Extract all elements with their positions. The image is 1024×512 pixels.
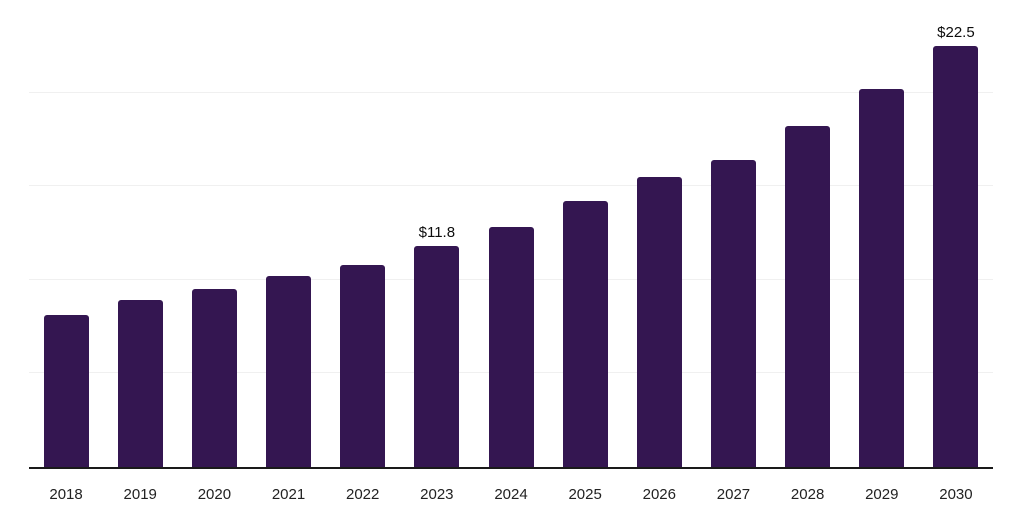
x-axis-label-2028: 2028	[790, 486, 825, 503]
bar-2019	[117, 300, 163, 467]
bar-2030	[933, 45, 979, 467]
bar-2026	[636, 176, 682, 467]
x-axis-label-2020: 2020	[197, 486, 232, 503]
x-axis-label-2025: 2025	[568, 486, 602, 503]
bar-2023	[414, 246, 460, 467]
x-axis-label-2030: 2030	[939, 486, 973, 503]
x-axis-label-2027: 2027	[716, 486, 751, 503]
x-axis: 2018 2019 2020 2021 2022 2023 2024 2025 2026 2027…	[29, 485, 993, 505]
plot-area: $11.8 $22.5	[29, 1, 993, 469]
bar-2029	[859, 88, 905, 467]
bar-2025	[562, 201, 608, 467]
bar-2027	[710, 160, 756, 467]
x-axis-label-2023: 2023	[420, 486, 454, 503]
x-axis-label-2029: 2029	[865, 486, 899, 503]
gridline	[29, 91, 993, 93]
x-axis-label-2026: 2026	[642, 486, 676, 503]
bar-2022	[340, 264, 386, 467]
x-axis-label-2021: 2021	[271, 486, 306, 503]
bar-2018	[43, 315, 89, 467]
gridline	[29, 185, 993, 187]
bar-value-label-2023: $11.8	[418, 224, 456, 242]
x-axis-label-2024: 2024	[494, 486, 528, 503]
bar-2021	[266, 276, 312, 467]
bar-value-label-2030: $22.5	[937, 23, 975, 41]
bar-2024	[488, 227, 534, 467]
x-axis-label-2022: 2022	[346, 486, 380, 503]
x-axis-label-2018: 2018	[49, 486, 83, 503]
bar-2028	[785, 126, 831, 467]
x-axis-label-2019: 2019	[123, 486, 157, 503]
bar-2020	[191, 289, 237, 467]
